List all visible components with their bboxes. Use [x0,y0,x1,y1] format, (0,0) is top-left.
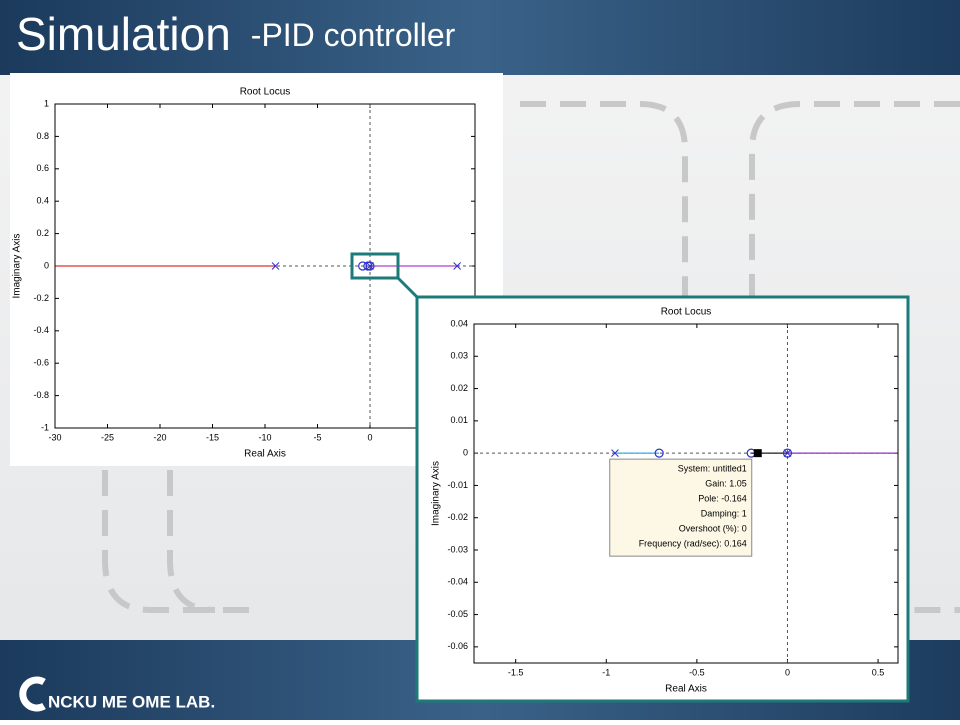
x-tick-label: -30 [48,432,61,442]
x-tick-label: -15 [206,432,219,442]
y-tick-label: -0.4 [33,325,49,335]
chart-2: Root Locus Real Axis Imaginary Axis -1.5 -1 -… [431,307,899,695]
x-tick-label: -0.5 [689,667,705,677]
header [0,0,960,75]
pole [271,262,280,270]
datatip-box [609,458,753,557]
y-tick-label: -0.04 [447,577,468,587]
subtitle: -PID controller [251,17,456,53]
y-tick-label: -0.05 [447,609,468,619]
y-tick-label: 0.03 [450,351,468,361]
y-tick-label: 0 [44,260,49,270]
x-tick-label: 0.5 [872,667,885,677]
y-tick-label: -1 [41,422,49,432]
zero [654,448,664,458]
x-tick-label: -10 [258,432,271,442]
y-tick-label: 0.01 [450,415,468,425]
x-tick-label: 0 [367,432,372,442]
y-axis-label: Imaginary Axis [431,461,442,526]
x-tick-label: -25 [101,432,114,442]
y-tick-label: -0.06 [447,641,468,651]
datatip-line: System: untitled1 [678,464,747,474]
chart-1: Root Locus Real Axis Imaginary Axis -30 -25 -… [12,87,476,460]
zoom-connector [396,276,420,300]
datatip-line: Gain: 1.05 [705,479,747,489]
x-tick-label: -1 [602,667,610,677]
x-tick-label: -1.5 [508,667,524,677]
y-tick-label: -0.03 [447,544,468,554]
y-tick-label: 0.2 [36,228,49,238]
footer-text: NCKU ME OME LAB. [48,692,215,711]
chart-title: Root Locus [661,307,712,318]
y-tick-label: -0.01 [447,480,468,490]
plot-frame [473,323,899,664]
y-tick-label: 0 [463,448,468,458]
x-tick-label: -5 [313,432,321,442]
zero [358,261,368,271]
pole [453,262,462,270]
x-axis-label: Real Axis [665,684,707,695]
datatip-line: Damping: 1 [701,509,747,519]
title: Simulation [16,8,231,60]
y-tick-label: 0.4 [36,196,49,206]
datatip-marker [753,449,762,458]
x-axis-label: Real Axis [244,449,286,460]
slide-title: Simulation -PID controller [16,8,456,60]
pole [611,449,619,457]
x-tick-label: 0 [785,667,790,677]
x-tick-label: -20 [153,432,166,442]
zoom-box [350,252,400,280]
plot-frame [54,103,476,429]
datatip-line: Overshoot (%): 0 [679,524,747,534]
chart-title: Root Locus [240,87,291,98]
y-tick-label: 0.8 [36,131,49,141]
y-tick-label: -0.8 [33,390,49,400]
pole [783,449,792,457]
y-axis-label: Imaginary Axis [12,233,23,298]
datatip-line: Frequency (rad/sec): 0.164 [639,539,747,549]
y-tick-label: -0.02 [447,512,468,522]
logo [19,676,46,712]
zero [365,261,375,271]
y-tick-label: 1 [44,98,49,108]
y-tick-label: -0.2 [33,293,49,303]
y-tick-label: 0.04 [450,318,468,328]
y-tick-label: 0.6 [36,163,49,173]
zero [782,448,793,458]
y-tick-label: -0.6 [33,358,49,368]
datatip-line: Pole: -0.164 [698,494,747,504]
pole [366,262,374,270]
y-tick-label: 0.02 [450,383,468,393]
